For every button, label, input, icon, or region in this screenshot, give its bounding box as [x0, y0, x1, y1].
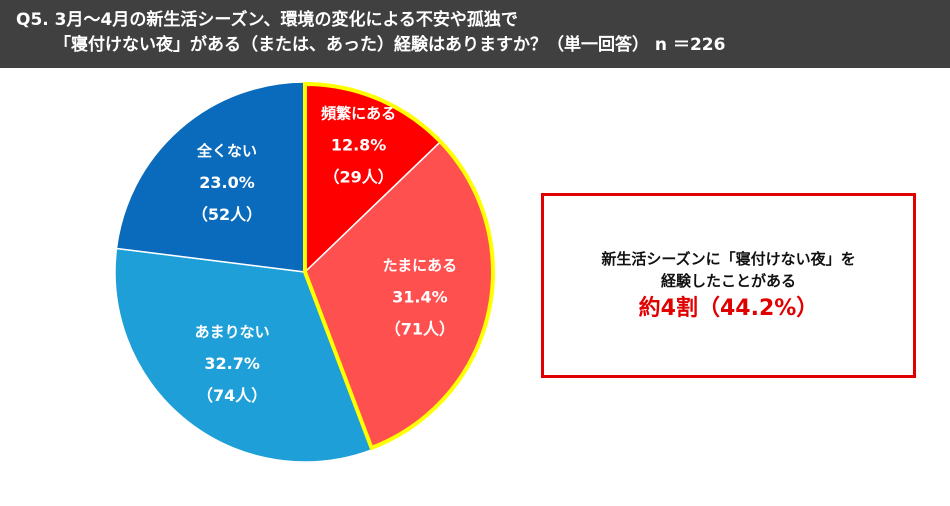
- slice-label-2: たまにある: [383, 256, 458, 274]
- pie-slice-3: [114, 247, 374, 463]
- slice-count-4: （52人）: [192, 205, 262, 224]
- pie-slice-4: [115, 81, 306, 273]
- slice-label-4: 全くない: [196, 142, 257, 160]
- chart-header: Q5. 3月～4月の新生活シーズン、環境の変化による不安や孤独で 「寝付けない夜…: [0, 0, 950, 68]
- callout-line2: 経験したことがある: [660, 271, 796, 290]
- callout-highlight: 約4割（44.2%）: [638, 295, 819, 321]
- callout-line1: 新生活シーズンに「寝付けない夜」を: [601, 249, 856, 268]
- pie-chart: 頻繁にある 12.8% （29人） たまにある 31.4% （71人） あまりない 32.7%…: [114, 81, 496, 463]
- slice-percent-4: 23.0%: [199, 173, 255, 192]
- slice-label-1: 頻繁にある: [321, 105, 396, 123]
- slice-percent-1: 12.8%: [331, 136, 387, 155]
- highlight-outline: [303, 81, 495, 451]
- slice-count-3: （74人）: [197, 386, 267, 405]
- slice-count-1: （29人）: [323, 168, 393, 187]
- summary-callout-box: 新生活シーズンに「寝付けない夜」を 経験したことがある 約4割（44.2%）: [541, 193, 916, 378]
- slice-count-2: （71人）: [385, 319, 455, 338]
- slice-label-3: あまりない: [195, 323, 270, 341]
- slice-percent-3: 32.7%: [204, 354, 260, 373]
- question-title-line2: 「寝付けない夜」がある（または、あった）経験はありますか？（単一回答） n ＝2…: [54, 35, 726, 55]
- slice-percent-2: 31.4%: [392, 287, 448, 306]
- question-title-line1: Q5. 3月～4月の新生活シーズン、環境の変化による不安や孤独で: [16, 10, 518, 30]
